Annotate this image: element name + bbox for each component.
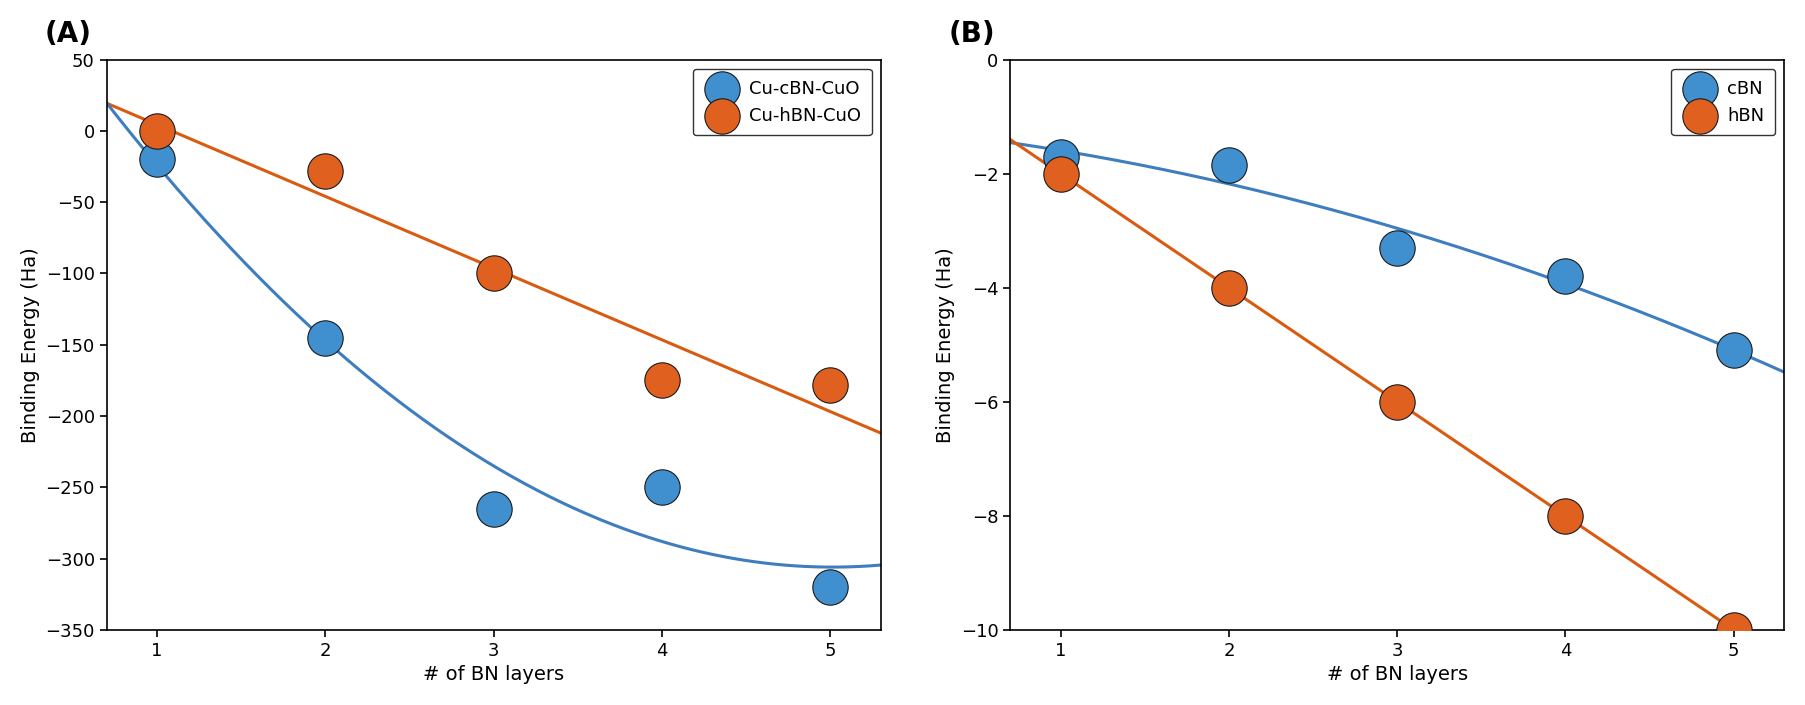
Cu-hBN-CuO <box>478 268 507 279</box>
cBN <box>1215 159 1244 171</box>
Legend: Cu-cBN-CuO, Cu-hBN-CuO: Cu-cBN-CuO, Cu-hBN-CuO <box>693 68 872 135</box>
hBN <box>1215 282 1244 293</box>
Text: (B): (B) <box>948 20 995 48</box>
Cu-cBN-CuO <box>143 154 171 165</box>
hBN <box>1718 624 1747 635</box>
Y-axis label: Binding Energy (Ha): Binding Energy (Ha) <box>22 247 40 443</box>
Cu-hBN-CuO <box>310 165 339 176</box>
X-axis label: # of BN layers: # of BN layers <box>422 665 565 684</box>
hBN <box>1383 396 1412 407</box>
cBN <box>1047 151 1076 162</box>
cBN <box>1718 345 1747 356</box>
hBN <box>1550 510 1579 522</box>
Cu-cBN-CuO <box>816 582 845 593</box>
Legend: cBN, hBN: cBN, hBN <box>1671 68 1774 135</box>
Cu-cBN-CuO <box>478 503 507 514</box>
Y-axis label: Binding Energy (Ha): Binding Energy (Ha) <box>937 247 955 443</box>
Cu-hBN-CuO <box>143 125 171 137</box>
Cu-cBN-CuO <box>310 332 339 343</box>
Text: (A): (A) <box>45 20 92 48</box>
Cu-hBN-CuO <box>816 379 845 391</box>
X-axis label: # of BN layers: # of BN layers <box>1327 665 1467 684</box>
cBN <box>1550 271 1579 282</box>
hBN <box>1047 168 1076 179</box>
Cu-hBN-CuO <box>648 375 677 386</box>
Cu-cBN-CuO <box>648 482 677 493</box>
cBN <box>1383 243 1412 254</box>
